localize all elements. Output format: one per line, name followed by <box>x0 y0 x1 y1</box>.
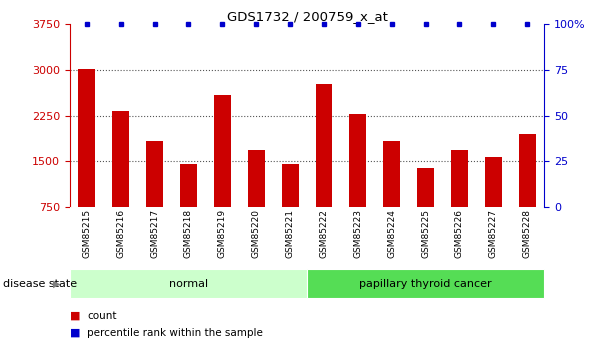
Text: GSM85228: GSM85228 <box>523 209 532 258</box>
Text: ■: ■ <box>70 328 80 338</box>
Bar <box>307 269 544 298</box>
Text: GSM85222: GSM85222 <box>319 209 328 258</box>
Text: GSM85217: GSM85217 <box>150 209 159 258</box>
Bar <box>70 269 307 298</box>
Text: GSM85223: GSM85223 <box>353 209 362 258</box>
Bar <box>316 85 333 207</box>
Text: ■: ■ <box>70 311 80 321</box>
Bar <box>180 164 197 207</box>
Text: GSM85224: GSM85224 <box>387 209 396 258</box>
Bar <box>282 164 299 207</box>
Bar <box>350 114 366 207</box>
Text: disease state: disease state <box>3 279 77 289</box>
Title: GDS1732 / 200759_x_at: GDS1732 / 200759_x_at <box>227 10 387 23</box>
Bar <box>112 111 129 207</box>
Text: GSM85221: GSM85221 <box>286 209 295 258</box>
Text: GSM85226: GSM85226 <box>455 209 464 258</box>
Text: GSM85225: GSM85225 <box>421 209 430 258</box>
Text: ▶: ▶ <box>54 279 61 289</box>
Bar <box>146 141 163 207</box>
Bar <box>78 69 95 207</box>
Text: GSM85218: GSM85218 <box>184 209 193 258</box>
Text: percentile rank within the sample: percentile rank within the sample <box>87 328 263 338</box>
Text: GSM85219: GSM85219 <box>218 209 227 258</box>
Bar <box>451 150 468 207</box>
Text: papillary thyroid cancer: papillary thyroid cancer <box>359 279 492 289</box>
Bar <box>214 96 231 207</box>
Text: normal: normal <box>169 279 208 289</box>
Text: GSM85216: GSM85216 <box>116 209 125 258</box>
Text: GSM85220: GSM85220 <box>252 209 261 258</box>
Bar <box>485 157 502 207</box>
Text: GSM85215: GSM85215 <box>82 209 91 258</box>
Text: GSM85227: GSM85227 <box>489 209 498 258</box>
Text: count: count <box>87 311 117 321</box>
Bar <box>519 135 536 207</box>
Bar <box>383 141 400 207</box>
Bar <box>248 150 264 207</box>
Bar <box>417 168 434 207</box>
